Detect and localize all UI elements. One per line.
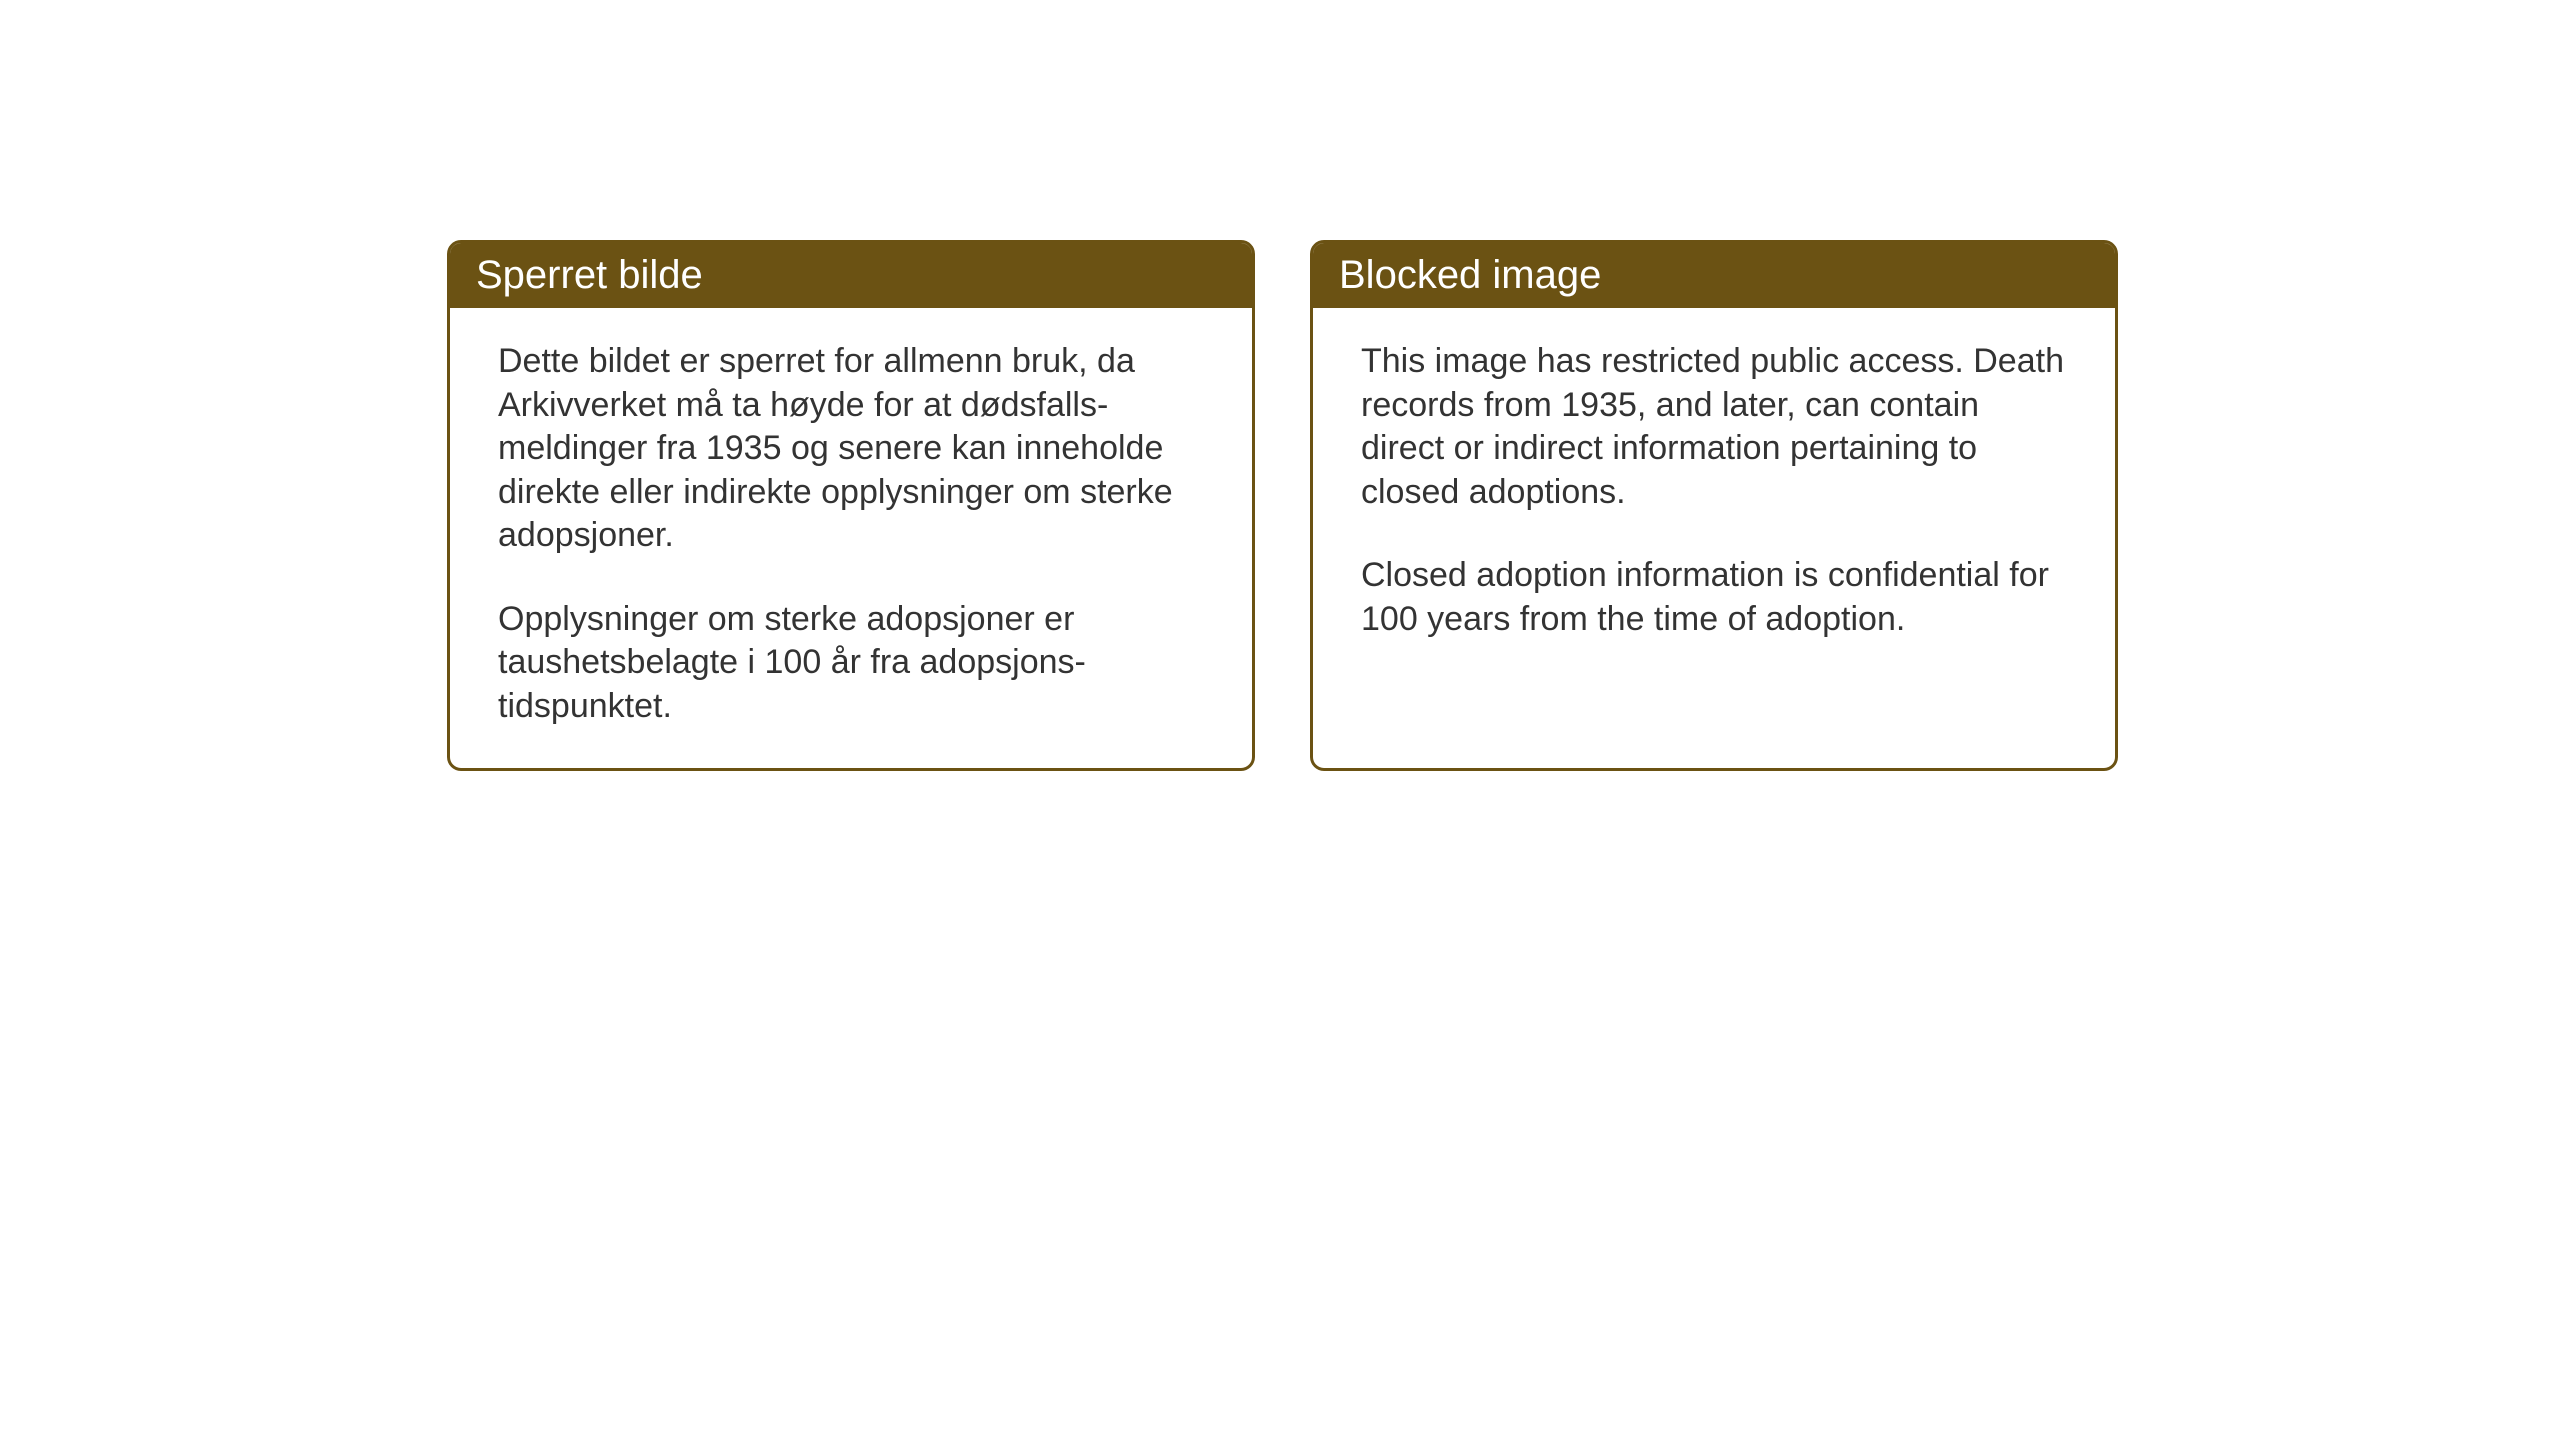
norwegian-card-header: Sperret bilde: [450, 243, 1252, 308]
english-card-body: This image has restricted public access.…: [1313, 308, 2115, 748]
norwegian-paragraph-1: Dette bildet er sperret for allmenn bruk…: [498, 340, 1204, 558]
english-title: Blocked image: [1339, 253, 1601, 297]
english-card-header: Blocked image: [1313, 243, 2115, 308]
english-paragraph-1: This image has restricted public access.…: [1361, 340, 2067, 514]
norwegian-card-body: Dette bildet er sperret for allmenn bruk…: [450, 308, 1252, 768]
english-paragraph-2: Closed adoption information is confident…: [1361, 554, 2067, 641]
norwegian-title: Sperret bilde: [476, 253, 703, 297]
norwegian-paragraph-2: Opplysninger om sterke adopsjoner er tau…: [498, 598, 1204, 729]
notice-container: Sperret bilde Dette bildet er sperret fo…: [447, 240, 2118, 771]
english-notice-card: Blocked image This image has restricted …: [1310, 240, 2118, 771]
norwegian-notice-card: Sperret bilde Dette bildet er sperret fo…: [447, 240, 1255, 771]
